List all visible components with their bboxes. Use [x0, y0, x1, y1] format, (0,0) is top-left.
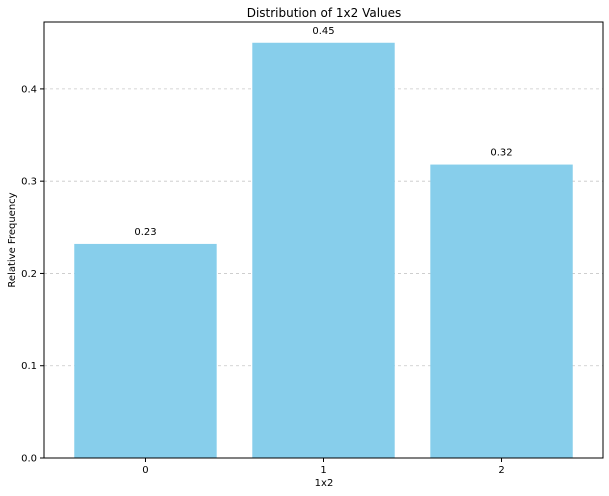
x-axis-ticks: 0 1 2 — [142, 458, 505, 476]
y-axis-label: Relative Frequency — [7, 192, 18, 287]
bar — [430, 164, 573, 459]
bars — [74, 42, 573, 459]
bar-value-label: 0.32 — [490, 148, 512, 159]
y-tick-label: 0.0 — [21, 454, 37, 465]
x-tick-label: 0 — [142, 465, 148, 476]
chart-title: Distribution of 1x2 Values — [247, 6, 402, 20]
x-tick-label: 1 — [320, 465, 326, 476]
y-tick-label: 0.1 — [21, 361, 37, 372]
y-tick-label: 0.4 — [21, 84, 37, 95]
bar-value-label: 0.23 — [134, 227, 156, 238]
bar — [74, 243, 217, 458]
bar — [252, 42, 395, 459]
x-axis-label: 1x2 — [315, 478, 334, 489]
y-axis-ticks: 0.0 0.1 0.2 0.3 0.4 — [21, 84, 44, 465]
bar-value-label: 0.45 — [312, 26, 334, 37]
y-tick-label: 0.2 — [21, 269, 37, 280]
data-labels: 0.23 0.45 0.32 — [134, 26, 512, 238]
x-tick-label: 2 — [498, 465, 504, 476]
y-tick-label: 0.3 — [21, 177, 37, 188]
